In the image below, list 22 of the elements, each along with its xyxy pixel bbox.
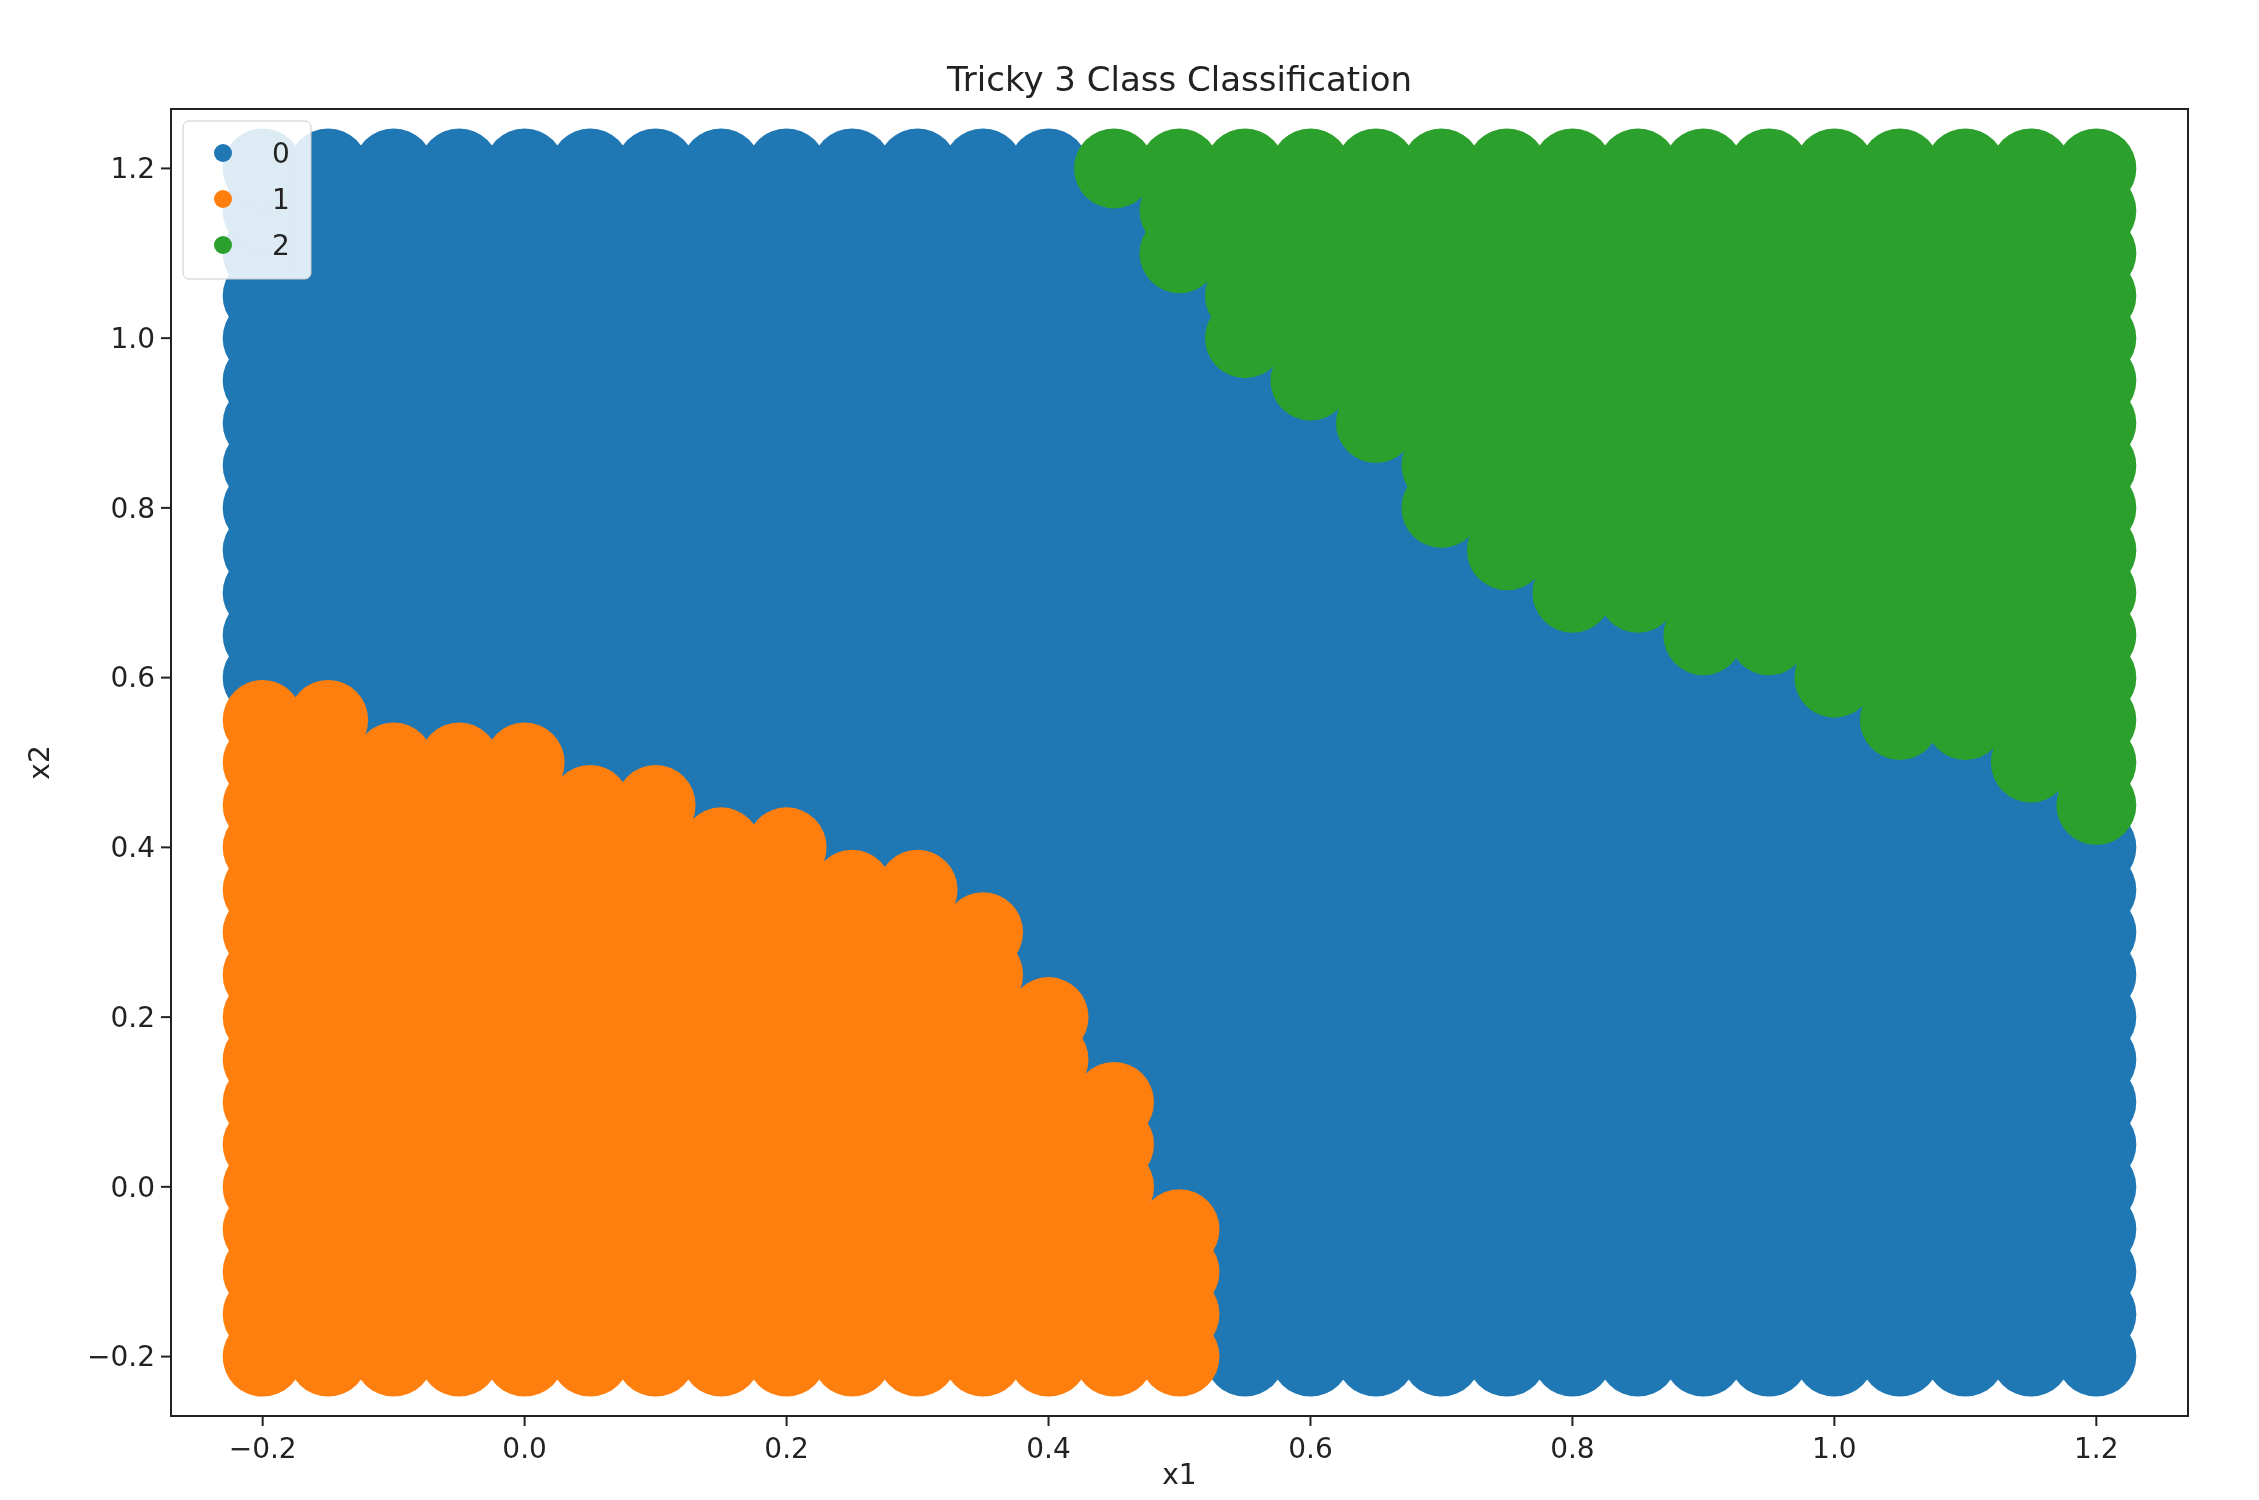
x-tick-label: 1.2 (2074, 1432, 2119, 1465)
legend-label: 2 (272, 228, 290, 262)
legend-label: 0 (272, 136, 290, 170)
y-tick-label: 1.2 (110, 152, 155, 186)
x-tick-label: 0.0 (502, 1432, 547, 1465)
x-tick-label: 1.0 (1812, 1432, 1857, 1465)
x-tick-label: 0.6 (1288, 1432, 1333, 1465)
x-tick-label: 0.4 (1026, 1432, 1071, 1465)
y-axis-title: x2 (23, 745, 56, 780)
y-tick-label: 0.0 (110, 1170, 155, 1204)
x-tick-label: 0.2 (764, 1432, 809, 1465)
x-tick-label: 0.8 (1550, 1432, 1595, 1465)
y-tick-label: −0.2 (87, 1340, 155, 1374)
y-tick-label: 0.2 (110, 1000, 155, 1034)
y-tick-label: 1.0 (110, 321, 155, 355)
legend-label: 1 (272, 182, 290, 216)
y-tick-label: 0.4 (110, 831, 155, 865)
y-tick-label: 0.8 (110, 491, 155, 525)
x-axis-title: x1 (1162, 1458, 1197, 1491)
x-tick-label: −0.2 (228, 1432, 297, 1465)
chart-title: Tricky 3 Class Classification (946, 59, 1412, 99)
y-tick-label: 0.6 (110, 661, 155, 695)
